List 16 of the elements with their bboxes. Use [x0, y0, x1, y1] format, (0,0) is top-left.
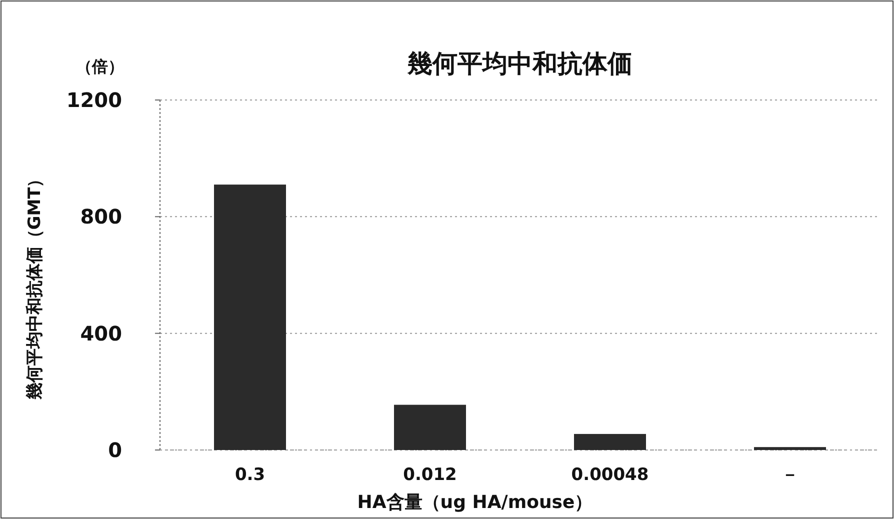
x-tick-label: 0.012	[403, 465, 457, 485]
bar	[214, 184, 286, 450]
y-tick-label: 1200	[66, 88, 122, 112]
x-tick-label: 0.3	[234, 465, 266, 485]
y-axis-title: 幾何平均中和抗体価（GMT）	[25, 170, 45, 401]
x-tick-label: －	[782, 465, 798, 485]
x-axis-title: HA含量（ug HA/mouse）	[357, 492, 593, 513]
bar	[394, 404, 466, 450]
chart-title: 幾何平均中和抗体価	[406, 49, 632, 78]
x-tick-label: 0.00048	[571, 465, 649, 485]
bar	[754, 447, 826, 450]
y-tick-label: 0	[108, 438, 122, 462]
bar	[574, 434, 646, 450]
y-tick-label: 400	[80, 321, 122, 346]
y-tick-label: 800	[80, 204, 122, 229]
text: （倍）	[76, 57, 124, 76]
